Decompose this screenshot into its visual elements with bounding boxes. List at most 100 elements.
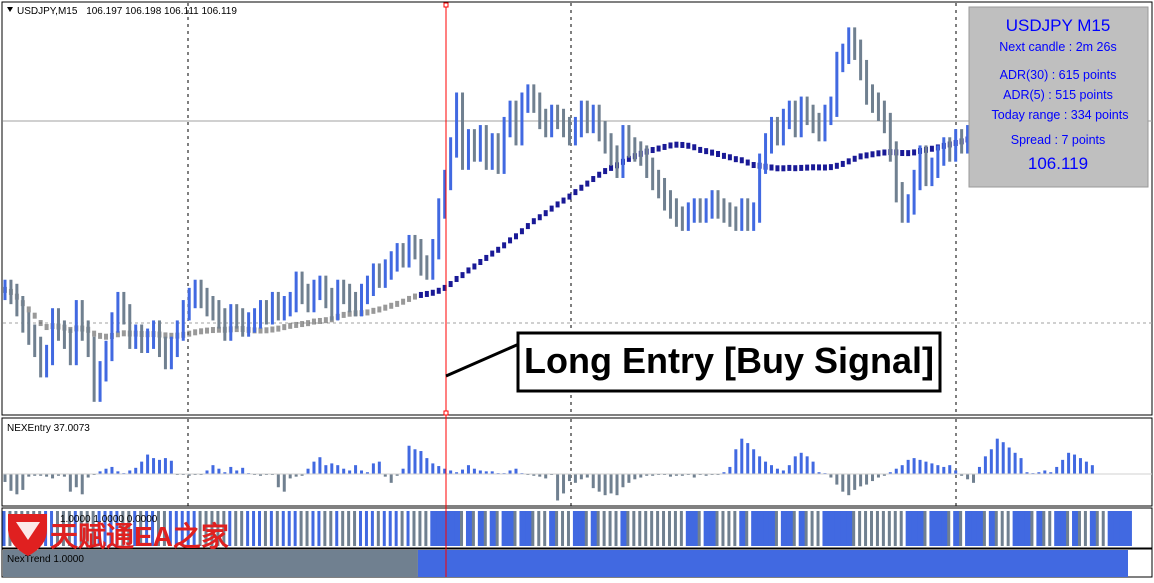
nexentry-bar — [966, 474, 970, 480]
nexentry-bar — [936, 465, 940, 474]
ma-segment — [513, 233, 518, 240]
price-bar — [805, 96, 809, 126]
signal-strip-label: 1.0000 1.0000 0.0000 — [60, 514, 158, 525]
ma-segment — [900, 150, 905, 157]
nexentry-bar — [746, 443, 750, 474]
nexentry-bar — [1037, 472, 1041, 474]
nexentry-bar — [865, 474, 869, 485]
nexentry-bar — [116, 471, 120, 474]
nexentry-bar — [954, 470, 958, 474]
ma-segment — [436, 287, 441, 294]
ma-segment — [508, 237, 513, 244]
signal-strip-bar — [257, 511, 261, 546]
price-bar — [472, 129, 476, 162]
nexentry-bar — [45, 474, 49, 477]
nexentry-bar — [1055, 466, 1059, 474]
price-bar — [3, 279, 7, 301]
signal-strip-bar — [240, 511, 244, 546]
signal-strip-bar — [305, 511, 309, 546]
nexentry-bar — [853, 474, 857, 490]
price-bar — [645, 145, 649, 178]
nexentry-bar — [912, 458, 916, 474]
signal-strip-bar — [145, 511, 149, 546]
nexentry-bar — [615, 474, 619, 496]
signal-strip-bar — [329, 511, 333, 546]
signal-strip-bar — [376, 511, 380, 546]
signal-strip-bar — [537, 511, 541, 546]
signal-strip-bar — [786, 511, 794, 546]
nexentry-bar — [217, 468, 221, 474]
price-bar — [199, 279, 203, 309]
signal-strip-pane[interactable] — [1, 507, 1153, 549]
nexentry-bar — [876, 474, 880, 478]
nexentry-bar — [478, 470, 482, 474]
nexentry-bar — [110, 466, 114, 474]
ma-segment — [38, 320, 43, 327]
ma-segment — [341, 311, 346, 318]
price-bar — [466, 129, 470, 170]
signal-strip-bar — [85, 511, 89, 546]
signal-strip-bar — [549, 511, 556, 546]
price-bar — [318, 275, 322, 301]
price-bar — [122, 291, 126, 325]
price-bar — [157, 320, 161, 358]
signal-strip-bar — [590, 511, 598, 546]
ma-segment — [163, 332, 168, 339]
ma-segment — [585, 180, 590, 187]
price-bar — [556, 104, 560, 130]
nexentry-bar — [573, 474, 577, 483]
window-menu-triangle-icon[interactable] — [7, 7, 13, 12]
info-adr30: ADR(30) : 615 points — [1000, 68, 1117, 82]
signal-strip-bar — [822, 511, 829, 546]
nexentry-bar — [223, 472, 227, 474]
signal-strip-bar — [299, 511, 303, 546]
signal-strip-bar — [976, 511, 984, 546]
price-bar — [383, 259, 387, 288]
nexentry-bar — [74, 474, 78, 488]
nexentry-bar — [674, 474, 678, 476]
nexentry-bar — [146, 454, 150, 474]
signal-strip-bar — [359, 511, 363, 546]
info-price: 106.119 — [1028, 154, 1088, 173]
nexentry-bar — [324, 465, 328, 474]
ma-segment — [656, 145, 661, 152]
entry-vline-handle-bottom[interactable] — [443, 410, 449, 416]
price-bar — [829, 96, 833, 126]
nexentry-bar — [972, 474, 976, 483]
signal-strip-bar — [810, 511, 814, 546]
nexentry-bar — [995, 438, 999, 474]
price-bar — [627, 125, 631, 158]
entry-vline-handle-top[interactable] — [443, 2, 449, 8]
ma-segment — [626, 155, 631, 162]
annotation-box[interactable] — [516, 331, 942, 393]
nexentry-bar — [342, 468, 346, 474]
watermark-logo: 天赋通EA之家 — [8, 514, 229, 556]
nexentry-bar — [567, 474, 571, 482]
price-bar — [657, 169, 661, 199]
ma-segment — [32, 312, 37, 319]
signal-strip-bar — [168, 511, 172, 546]
price-bar — [966, 125, 970, 154]
nexentry-bar — [152, 458, 156, 474]
nexentry-bar — [591, 474, 595, 489]
ma-segment — [104, 333, 109, 340]
ma-segment — [44, 324, 49, 331]
price-bar — [918, 145, 922, 191]
signal-strip-bar — [525, 511, 532, 546]
ma-segment — [407, 295, 412, 302]
ma-segment — [650, 147, 655, 154]
nexentry-bar — [62, 474, 66, 477]
ma-segment — [205, 327, 210, 334]
price-bar — [948, 137, 952, 162]
signal-strip-bar — [959, 511, 963, 546]
signal-strip-bar — [507, 511, 514, 546]
main-pane[interactable] — [1, 1, 1153, 416]
signal-strip-bar — [555, 511, 559, 546]
price-bar — [781, 108, 785, 146]
ma-segment — [817, 164, 822, 171]
signal-strip-bar — [121, 511, 125, 546]
nexentry-pane[interactable] — [1, 417, 1153, 507]
signal-strip-bar — [1119, 511, 1126, 546]
